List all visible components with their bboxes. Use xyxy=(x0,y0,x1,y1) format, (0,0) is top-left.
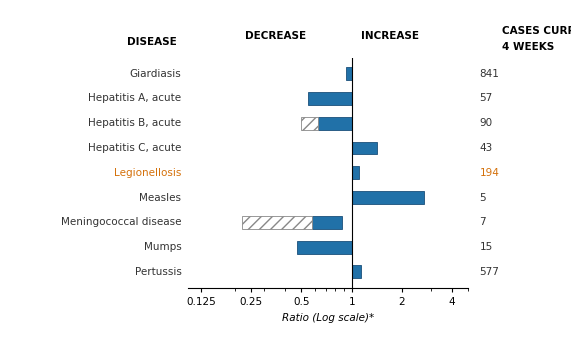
Text: 194: 194 xyxy=(479,168,499,178)
Text: 43: 43 xyxy=(479,143,493,153)
Bar xyxy=(308,92,352,105)
Text: INCREASE: INCREASE xyxy=(361,31,419,41)
Text: 841: 841 xyxy=(479,69,499,79)
Bar xyxy=(242,216,312,229)
Text: 577: 577 xyxy=(479,267,499,277)
Text: 5: 5 xyxy=(479,193,486,203)
Text: CASES CURRENT: CASES CURRENT xyxy=(502,26,571,36)
Legend: Beyond historical limits: Beyond historical limits xyxy=(232,358,397,360)
Bar xyxy=(347,67,352,80)
Text: Hepatitis B, acute: Hepatitis B, acute xyxy=(89,118,182,128)
Bar xyxy=(352,265,360,278)
Text: 4 WEEKS: 4 WEEKS xyxy=(502,42,555,52)
Text: 57: 57 xyxy=(479,94,493,103)
Text: Hepatitis A, acute: Hepatitis A, acute xyxy=(89,94,182,103)
Bar xyxy=(301,117,318,130)
Text: Legionellosis: Legionellosis xyxy=(114,168,182,178)
X-axis label: Ratio (Log scale)*: Ratio (Log scale)* xyxy=(282,312,375,323)
Text: 15: 15 xyxy=(479,242,493,252)
Bar xyxy=(297,241,352,253)
Text: Pertussis: Pertussis xyxy=(135,267,182,277)
Bar xyxy=(352,191,424,204)
Bar xyxy=(318,117,352,130)
Text: 90: 90 xyxy=(479,118,492,128)
Bar xyxy=(352,141,377,154)
Bar xyxy=(352,166,359,179)
Text: Mumps: Mumps xyxy=(144,242,182,252)
Text: DECREASE: DECREASE xyxy=(245,31,306,41)
Text: Meningococcal disease: Meningococcal disease xyxy=(61,217,182,228)
Bar xyxy=(312,216,341,229)
Text: Hepatitis C, acute: Hepatitis C, acute xyxy=(88,143,182,153)
Text: 7: 7 xyxy=(479,217,486,228)
Text: Giardiasis: Giardiasis xyxy=(130,69,182,79)
Text: Measles: Measles xyxy=(139,193,182,203)
Text: DISEASE: DISEASE xyxy=(127,37,177,47)
